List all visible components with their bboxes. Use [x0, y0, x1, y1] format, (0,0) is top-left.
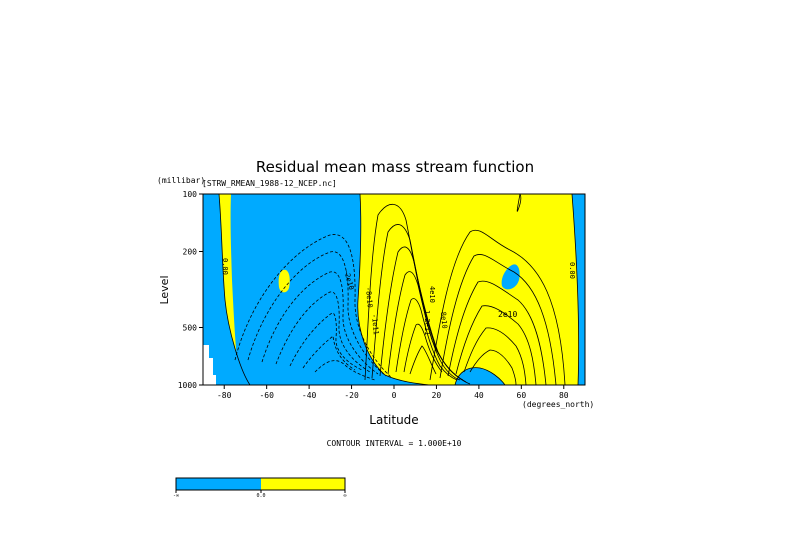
contour-zero — [218, 194, 251, 385]
contour-label: -1e11 — [370, 313, 380, 335]
contour-negative — [302, 335, 356, 371]
contour-label: 4e10 — [428, 286, 436, 303]
contour-zero — [454, 367, 506, 385]
contour-negative — [275, 291, 371, 373]
y-tick-label: 500 — [183, 324, 198, 333]
negative-region-southern-cell — [230, 194, 430, 385]
contour-positive-north — [516, 194, 522, 212]
contour-zero — [571, 194, 580, 385]
colorbar-label: 0.0 — [256, 493, 265, 499]
x-tick-label: -80 — [217, 391, 232, 400]
contour-negative — [247, 251, 387, 377]
x-tick-label: -20 — [344, 391, 359, 400]
contour-negative — [289, 312, 363, 371]
contour-positive-north — [429, 229, 566, 385]
contour-label: 1.2e11 — [423, 310, 431, 335]
colorbar-label: -∞ — [173, 493, 179, 499]
chart-title: Residual mean mass stream function — [256, 158, 534, 176]
contour-positive — [379, 246, 464, 381]
contour-negative — [261, 271, 379, 375]
contour-lines — [218, 194, 580, 385]
x-axis: -80 -60 -40 -20 0 20 40 60 80 — [217, 385, 569, 400]
contour-label: 8e10 — [439, 311, 448, 328]
y-axis: 1000 500 200 100 — [178, 190, 203, 390]
colorbar: -∞ 0.0 ∞ — [173, 477, 347, 499]
contour-positive-north — [463, 327, 527, 385]
x-tick-label: 20 — [432, 391, 442, 400]
y-units-label: (millibar) — [157, 176, 205, 185]
x-tick-label: -40 — [302, 391, 317, 400]
contour-label: 2e10 — [498, 310, 517, 319]
y-tick-label: 200 — [183, 247, 198, 256]
contour-zero — [357, 194, 431, 385]
x-tick-label: 80 — [559, 391, 569, 400]
contour-positive-north — [455, 305, 537, 385]
contour-negative — [314, 360, 376, 381]
plot-area: 0.00 -2e10 -8e10 -1e11 4e10 8e10 1.2e11 … — [203, 194, 585, 385]
contour-label: -8e10 — [364, 286, 374, 308]
x-tick-label: 0 — [392, 391, 397, 400]
dataset-label: [STRW_RMEAN_1988-12_NCEP.nc] — [202, 179, 337, 188]
contour-interval-label: CONTOUR INTERVAL = 1.000E+10 — [327, 439, 462, 448]
y-tick-label: 1000 — [178, 381, 197, 390]
contour-positive-north — [439, 254, 557, 385]
contour-label: 0.00 — [221, 258, 229, 275]
contour-positive — [409, 345, 437, 375]
positive-island-south — [278, 269, 290, 293]
contour-positive — [395, 298, 458, 381]
negative-region-midlat-north — [455, 367, 505, 385]
y-tick-label: 100 — [183, 190, 198, 199]
negative-region-south — [203, 194, 250, 385]
x-axis-label: Latitude — [369, 413, 418, 427]
contour-positive-north — [469, 349, 517, 385]
missing-data-corner — [203, 345, 216, 385]
contour-positive — [387, 271, 461, 381]
contour-negative — [234, 234, 393, 379]
y-axis-label: Level — [158, 275, 171, 304]
contour-positive-north — [447, 280, 547, 385]
colorbar-positive — [261, 478, 345, 490]
contour-label: 0.00 — [568, 262, 576, 279]
colorbar-label: ∞ — [343, 493, 346, 499]
contour-positive — [403, 323, 443, 373]
contour-labels: 0.00 -2e10 -8e10 -1e11 4e10 8e10 1.2e11 … — [221, 258, 576, 335]
x-tick-label: 60 — [517, 391, 527, 400]
colorbar-negative — [176, 478, 261, 490]
x-units-label: (degrees_north) — [522, 400, 594, 409]
x-tick-label: -60 — [259, 391, 274, 400]
negative-island-north — [501, 264, 520, 290]
x-tick-label: 40 — [474, 391, 484, 400]
